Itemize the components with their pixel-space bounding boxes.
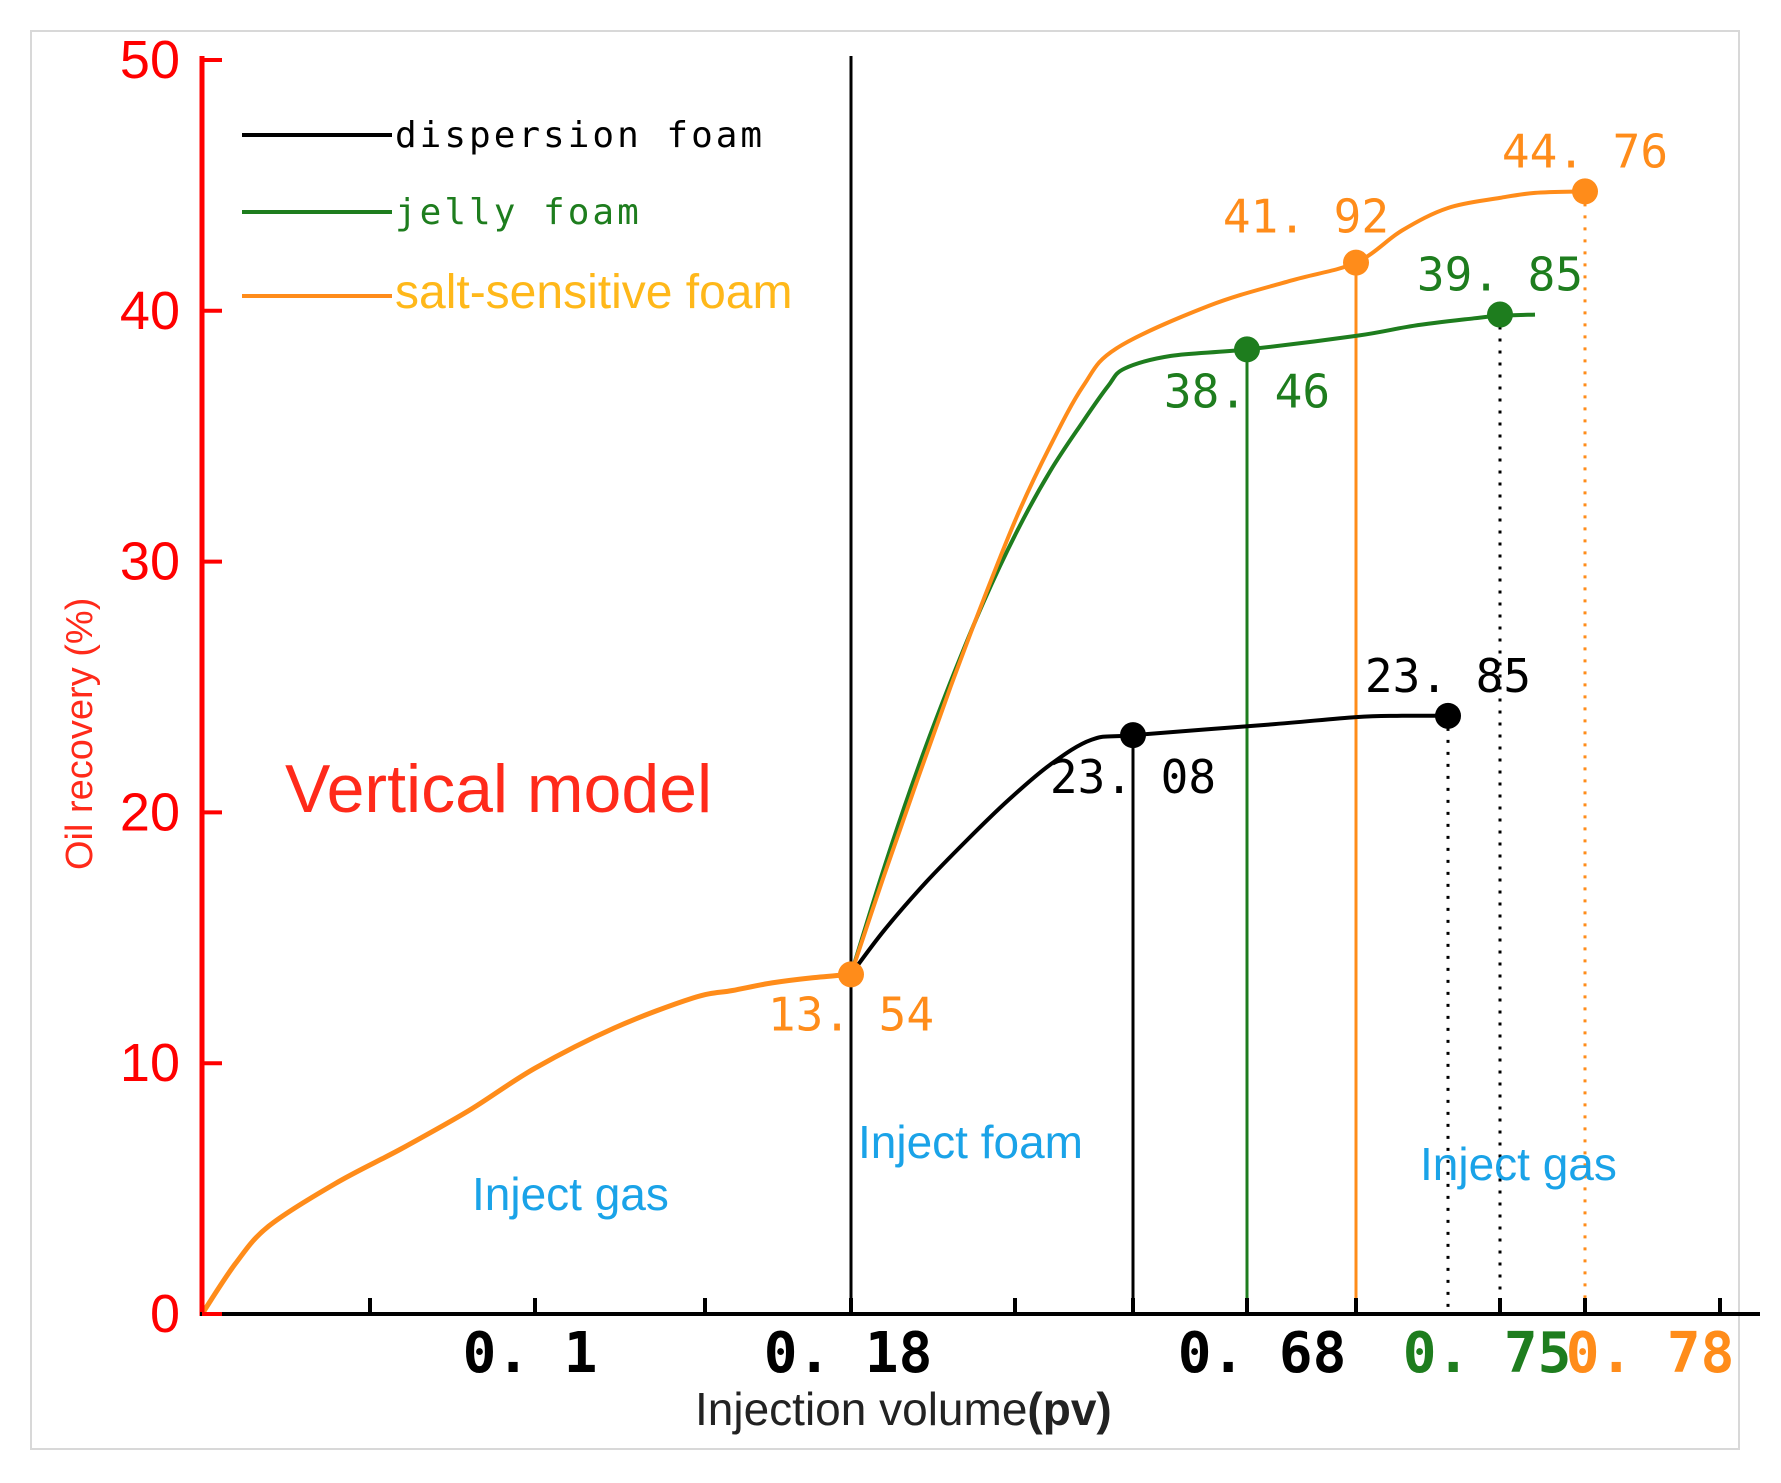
legend-label-2: salt-sensitive foam [395,266,792,319]
data-point-41.92 [1343,249,1369,276]
data-point-23.08 [1120,722,1146,749]
data-label-39.85: 39. 85 [1417,248,1583,302]
legend-label-0: dispersion foam [395,115,765,156]
y-tick-label-50: 50 [120,30,180,90]
phase-label-gas-initial: Inject gas [472,1168,669,1220]
data-label-44.76: 44. 76 [1502,124,1668,178]
x-axis-unit: (pv) [1027,1383,1111,1435]
y-tick-label-0: 0 [150,1284,180,1344]
x-tick-label-0: 0. 1 [463,1321,598,1386]
data-label-13.54: 13. 54 [768,987,934,1041]
legend-label-1: jelly foam [395,192,642,233]
data-label-23.85: 23. 85 [1365,649,1531,703]
y-axis-title: Oil recovery (%) [59,598,101,870]
x-tick-label-1: 0. 18 [764,1321,933,1386]
phase-label-foam: Inject foam [858,1116,1083,1168]
y-tick-label-30: 30 [120,532,180,592]
jelly-foam-curve [849,312,1536,975]
curves-layer [199,189,1586,1316]
y-tick-label-10: 10 [120,1033,180,1093]
data-label-41.92: 41. 92 [1223,190,1389,244]
axes-layer: 0 10 20 30 40 50 0. 1 0. 18 0. 68 0. 750. 78 [120,30,1760,1386]
data-point-38.46 [1234,336,1260,363]
x-axis-title: Injection volume(pv) [695,1383,1112,1435]
y-tick-label-20: 20 [120,782,180,842]
data-point-44.76 [1572,178,1598,205]
x-tick-label-2: 0. 68 [1178,1321,1347,1386]
phase-lines-layer [849,56,1587,1314]
x-tick-label-4: 0. 78 [1566,1321,1735,1386]
markers-layer [838,178,1598,988]
legend: dispersion foam jelly foam salt-sensitive … [242,115,792,319]
phase-label-gas-chase: Inject gas [1420,1138,1617,1190]
data-point-23.85 [1435,702,1461,729]
figure-frame [30,30,1740,1450]
data-label-38.46: 38. 46 [1164,364,1330,418]
salt-sensitive-foam-curve [849,189,1586,976]
dispersion-foam-curve [849,713,1449,976]
labels-layer: 23. 08 23. 85 38. 46 39. 85 13. 54 41. 92 44. … [768,124,1668,1041]
x-tick-label-3: 0. 75 [1403,1321,1572,1386]
panel-label: Vertical model [285,751,712,827]
x-axis-title-text: Injection volume [695,1383,1027,1435]
data-label-23.08: 23. 08 [1050,750,1216,804]
common-gas-stage-curve [199,971,852,1316]
y-tick-label-40: 40 [120,281,180,341]
data-point-13.54 [838,961,864,988]
data-point-39.85 [1487,301,1513,328]
